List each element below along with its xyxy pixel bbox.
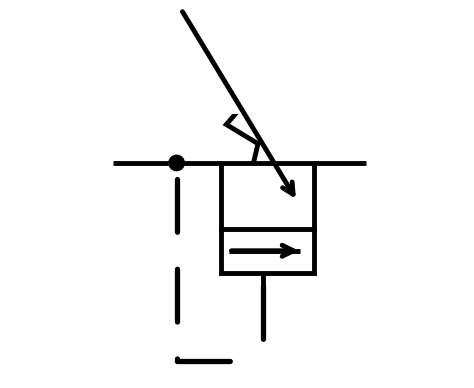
Circle shape xyxy=(169,155,184,171)
Bar xyxy=(220,163,314,273)
